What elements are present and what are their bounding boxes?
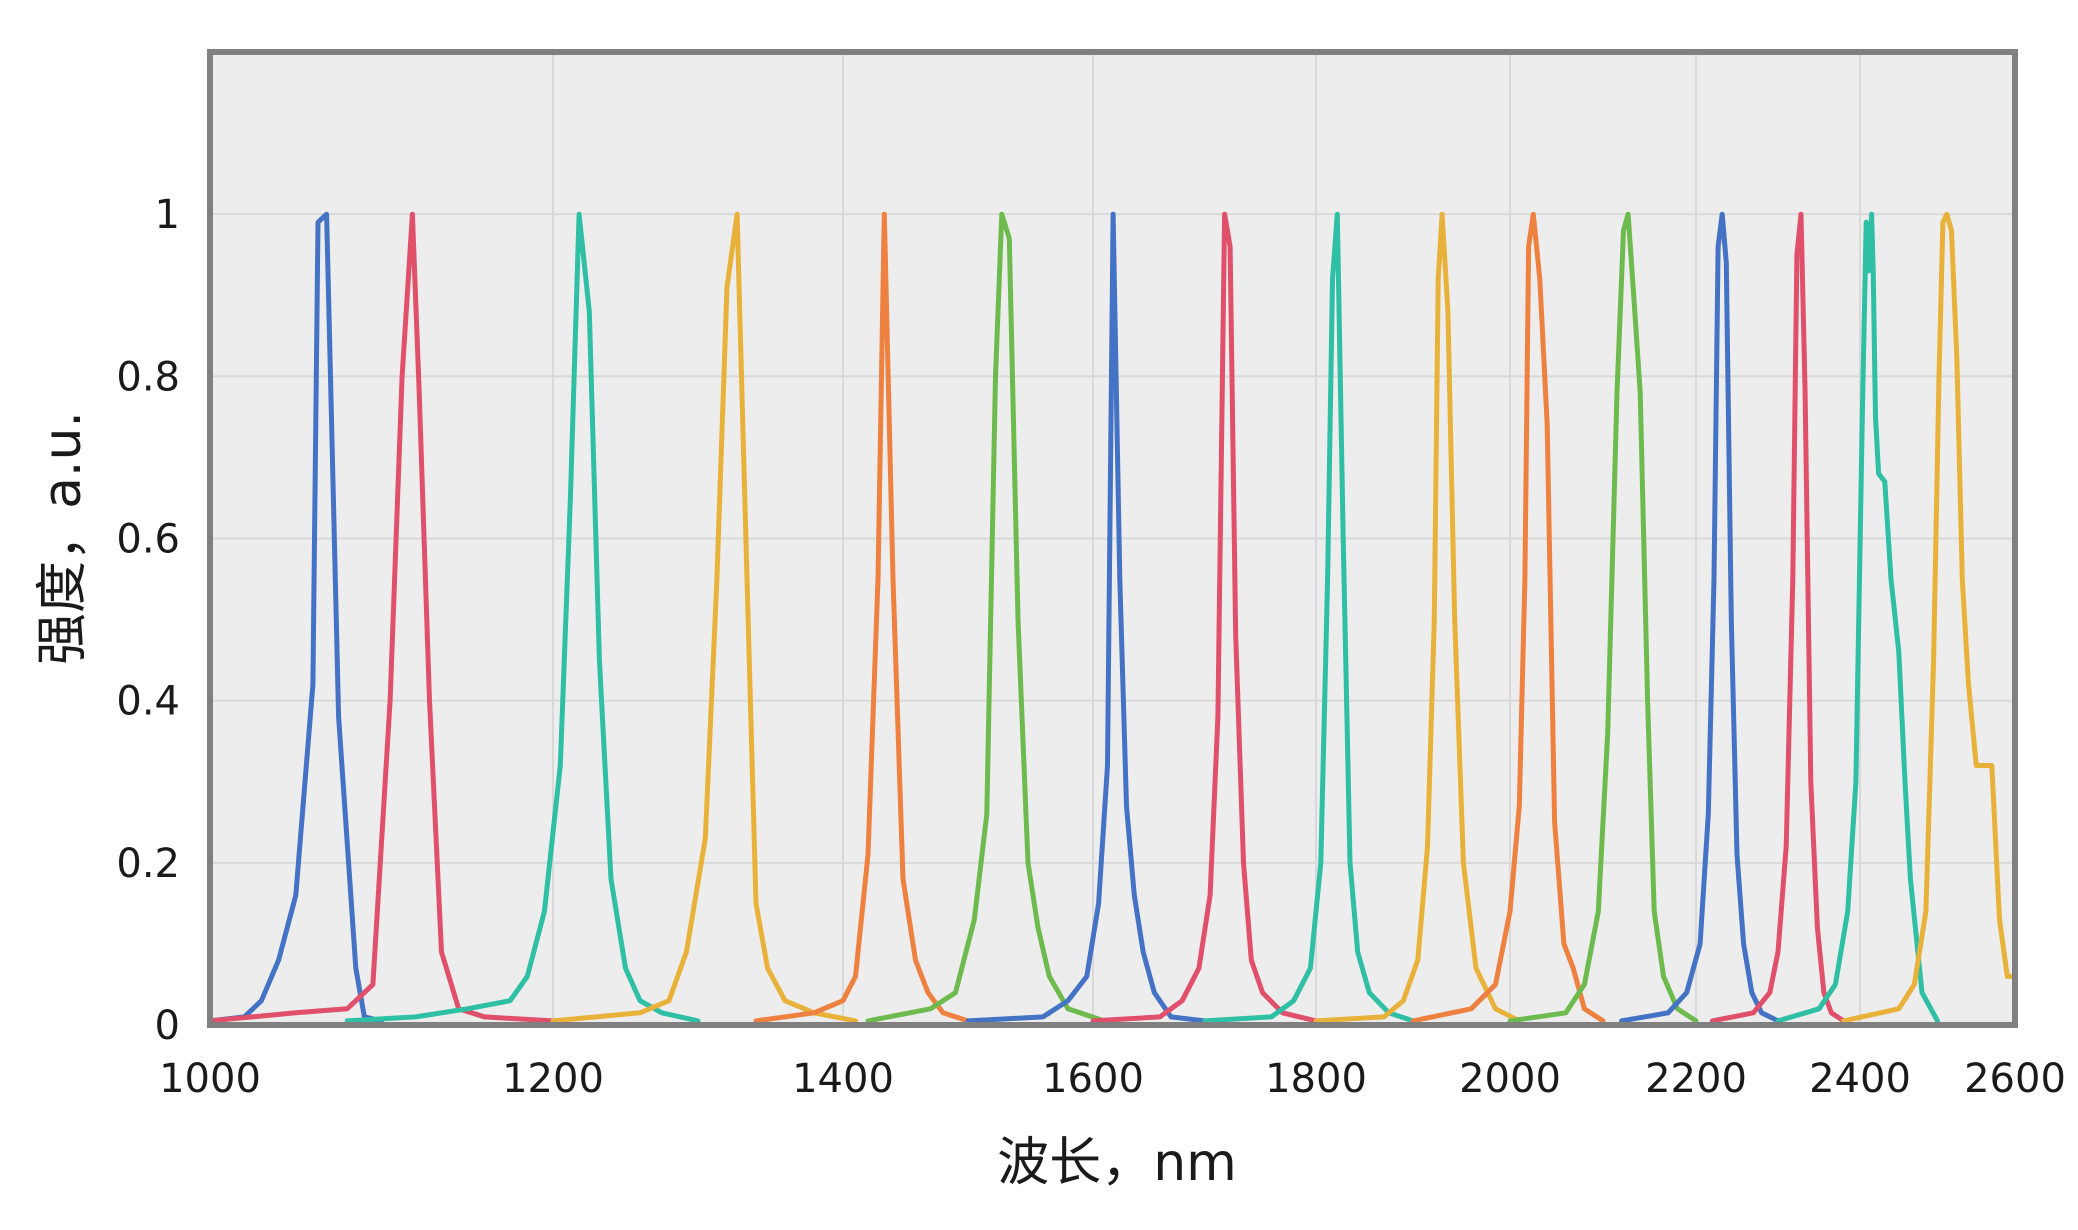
y-tick-label: 0.2 — [116, 841, 180, 887]
series-line-10 — [1313, 211, 1522, 1024]
x-tick-label: 1800 — [1265, 1056, 1367, 1102]
y-tick-label: 0.6 — [116, 517, 180, 563]
x-tick-label: 1200 — [502, 1056, 604, 1102]
series-line-12 — [1507, 211, 1699, 1024]
series-line-11 — [1410, 211, 1606, 1024]
x-tick-label: 1600 — [1042, 1056, 1144, 1102]
series-line-16 — [1841, 211, 2018, 1024]
x-tick-label: 1400 — [792, 1056, 894, 1102]
x-tick-label: 2400 — [1809, 1056, 1911, 1102]
series-line-5 — [753, 211, 971, 1024]
series-line-3 — [344, 211, 701, 1024]
series-group — [207, 211, 2018, 1024]
x-tick-label: 2000 — [1459, 1056, 1561, 1102]
series-line-1 — [207, 211, 384, 1024]
series-line-14 — [1709, 211, 1847, 1024]
series-line-9 — [1202, 211, 1416, 1024]
y-tick-label: 0.4 — [116, 679, 180, 725]
series-line-6 — [865, 211, 1107, 1024]
x-tick-label: 2200 — [1645, 1056, 1747, 1102]
plot-frame — [207, 49, 2018, 1028]
series-line-4 — [550, 211, 858, 1024]
series-line-8 — [1090, 211, 1319, 1024]
y-axis-title: 强度，a.u. — [33, 411, 93, 665]
y-tick-label: 1 — [155, 192, 180, 238]
x-tick-label: 2600 — [1964, 1056, 2066, 1102]
x-tick-label: 1000 — [159, 1056, 261, 1102]
x-tick-labels: 1000 1200 1400 1600 1800 2000 2200 2400 2600 — [159, 1056, 2066, 1102]
x-axis-title: 波长，nm — [997, 1133, 1237, 1193]
series-line-13 — [1619, 211, 1781, 1024]
y-tick-label: 0 — [155, 1003, 180, 1049]
y-tick-label: 0.8 — [116, 354, 180, 400]
series-line-15 — [1775, 211, 1940, 1024]
series-line-7 — [965, 211, 1207, 1024]
y-tick-labels: 0 0.2 0.4 0.6 0.8 1 — [116, 192, 180, 1049]
